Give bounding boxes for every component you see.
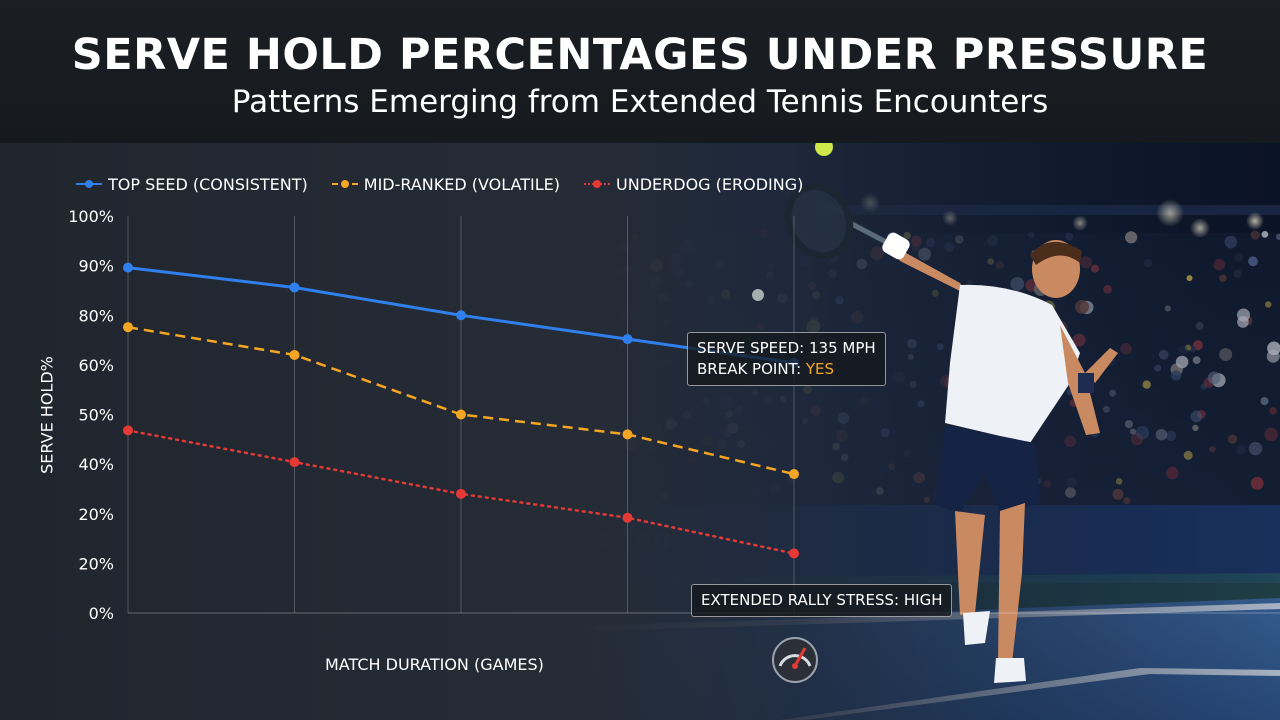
rally-stress-callout: EXTENDED RALLY STRESS: HIGH — [691, 584, 953, 617]
data-point — [289, 457, 300, 468]
y-tick-label: 0% — [89, 604, 114, 623]
legend-swatch — [76, 177, 102, 191]
data-point — [456, 409, 466, 420]
x-axis-label: MATCH DURATION (GAMES) — [325, 655, 544, 674]
rally-stress-text: EXTENDED RALLY STRESS: HIGH — [701, 591, 943, 609]
y-axis-ticks: 100% 90% 80% 60% 50% 40% 20% 20% 0% — [68, 207, 114, 623]
legend-item: MID-RANKED (VOLATILE) — [331, 173, 561, 195]
y-tick-label: 100% — [68, 207, 114, 226]
header-band: SERVE HOLD PERCENTAGES UNDER PRESSURE Pa… — [0, 0, 1280, 143]
stadium-background: Crannn — [0, 143, 1280, 720]
y-tick-label: 20% — [78, 505, 114, 524]
data-point — [289, 349, 300, 360]
y-tick-label: 60% — [78, 356, 114, 375]
legend-item: UNDERDOG (ERODING) — [584, 173, 803, 195]
legend-label: TOP SEED (CONSISTENT) — [108, 174, 308, 194]
legend-label: UNDERDOG (ERODING) — [616, 174, 804, 194]
data-point — [789, 548, 799, 559]
chart-series — [123, 262, 799, 559]
tennis-scene: Crannn — [0, 143, 1280, 720]
data-point — [789, 469, 799, 480]
break-point-value: YES — [805, 360, 835, 378]
data-point — [289, 282, 300, 293]
data-point — [123, 425, 133, 436]
y-axis-label: SERVE HOLD% — [37, 356, 57, 474]
chart-legend: TOP SEED (CONSISTENT) MID-RANKED (VOLATIL… — [76, 173, 803, 195]
data-point — [123, 322, 133, 333]
data-point — [622, 429, 633, 440]
serve-speed-text: SERVE SPEED: 135 MPH — [697, 339, 876, 357]
legend-label: MID-RANKED (VOLATILE) — [363, 174, 561, 194]
y-tick-label: 40% — [78, 455, 114, 474]
page-title: SERVE HOLD PERCENTAGES UNDER PRESSURE — [71, 30, 1209, 80]
data-point — [622, 334, 633, 345]
chart-grid — [127, 216, 1280, 614]
y-tick-label: 20% — [78, 554, 114, 573]
break-point-label: BREAK POINT: — [697, 360, 806, 378]
legend-swatch — [331, 177, 358, 191]
data-point — [456, 488, 466, 499]
y-tick-label: 90% — [78, 257, 114, 276]
serve-speed-callout: SERVE SPEED: 135 MPH BREAK POINT: YES — [687, 332, 886, 386]
tennis-player — [784, 182, 1118, 683]
page-subtitle: Patterns Emerging from Extended Tennis E… — [231, 84, 1049, 120]
y-tick-label: 50% — [78, 406, 114, 425]
y-tick-label: 80% — [78, 306, 114, 325]
data-point — [622, 512, 633, 523]
data-point — [456, 310, 466, 321]
data-point — [123, 262, 133, 273]
legend-swatch — [584, 177, 611, 191]
break-point-row: BREAK POINT: YES — [697, 359, 876, 380]
speedometer-icon — [772, 637, 818, 683]
legend-item: TOP SEED (CONSISTENT) — [76, 173, 308, 195]
